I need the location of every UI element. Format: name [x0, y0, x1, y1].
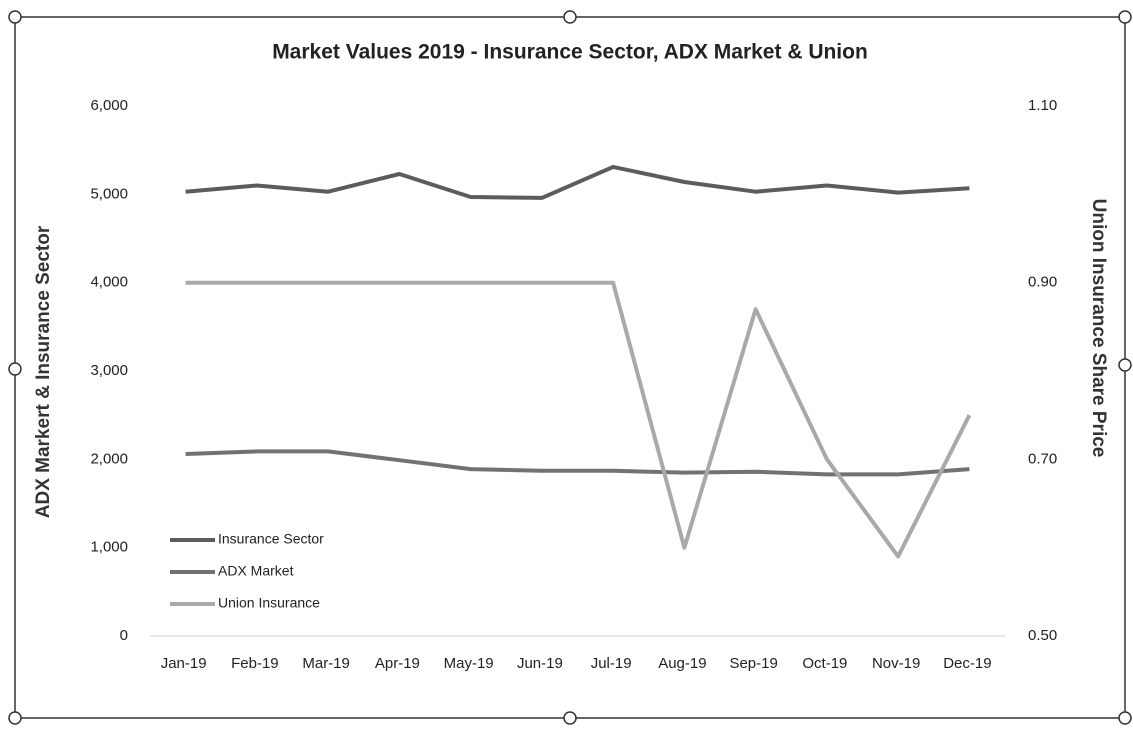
y-tick-label: 6,000 — [90, 97, 128, 114]
series-line — [185, 164, 970, 200]
x-tick-label: Oct-19 — [802, 655, 847, 672]
chart-frame — [14, 16, 1126, 719]
y2-axis-title: Union Insurance Share Price — [1088, 199, 1109, 458]
y2-tick-label: 0.50 — [1028, 627, 1057, 644]
x-tick-label: Mar-19 — [302, 655, 350, 672]
x-tick-label: May-19 — [444, 655, 494, 672]
x-tick-label: Apr-19 — [375, 655, 420, 672]
x-tick-label: Jun-19 — [517, 655, 563, 672]
x-tick-label: Jan-19 — [161, 655, 207, 672]
selection-handles — [8, 10, 1132, 725]
series-line — [185, 280, 972, 559]
x-tick-label: Dec-19 — [943, 655, 991, 672]
legend-label: Union Insurance — [218, 595, 320, 611]
y2-tick-label: 0.70 — [1028, 450, 1057, 467]
legend-label: Insurance Sector — [218, 531, 324, 547]
y-tick-label: 2,000 — [90, 450, 128, 467]
y-tick-label: 0 — [120, 627, 128, 644]
y2-tick-label: 1.10 — [1028, 97, 1057, 114]
x-tick-label: Jul-19 — [591, 655, 632, 672]
y-axis-title: ADX Markert & Insurance Sector — [33, 225, 54, 518]
y-tick-label: 1,000 — [90, 539, 128, 556]
y-tick-label: 4,000 — [90, 274, 128, 291]
y-tick-label: 5,000 — [90, 185, 128, 202]
legend-label: ADX Market — [218, 563, 294, 579]
y2-tick-label: 0.90 — [1028, 274, 1057, 291]
x-tick-label: Nov-19 — [872, 655, 920, 672]
x-tick-label: Sep-19 — [729, 655, 777, 672]
x-tick-label: Feb-19 — [231, 655, 279, 672]
series-line — [185, 449, 970, 477]
x-tick-label: Aug-19 — [658, 655, 706, 672]
chart-title: Market Values 2019 - Insurance Sector, A… — [272, 41, 868, 64]
y-tick-label: 3,000 — [90, 362, 128, 379]
